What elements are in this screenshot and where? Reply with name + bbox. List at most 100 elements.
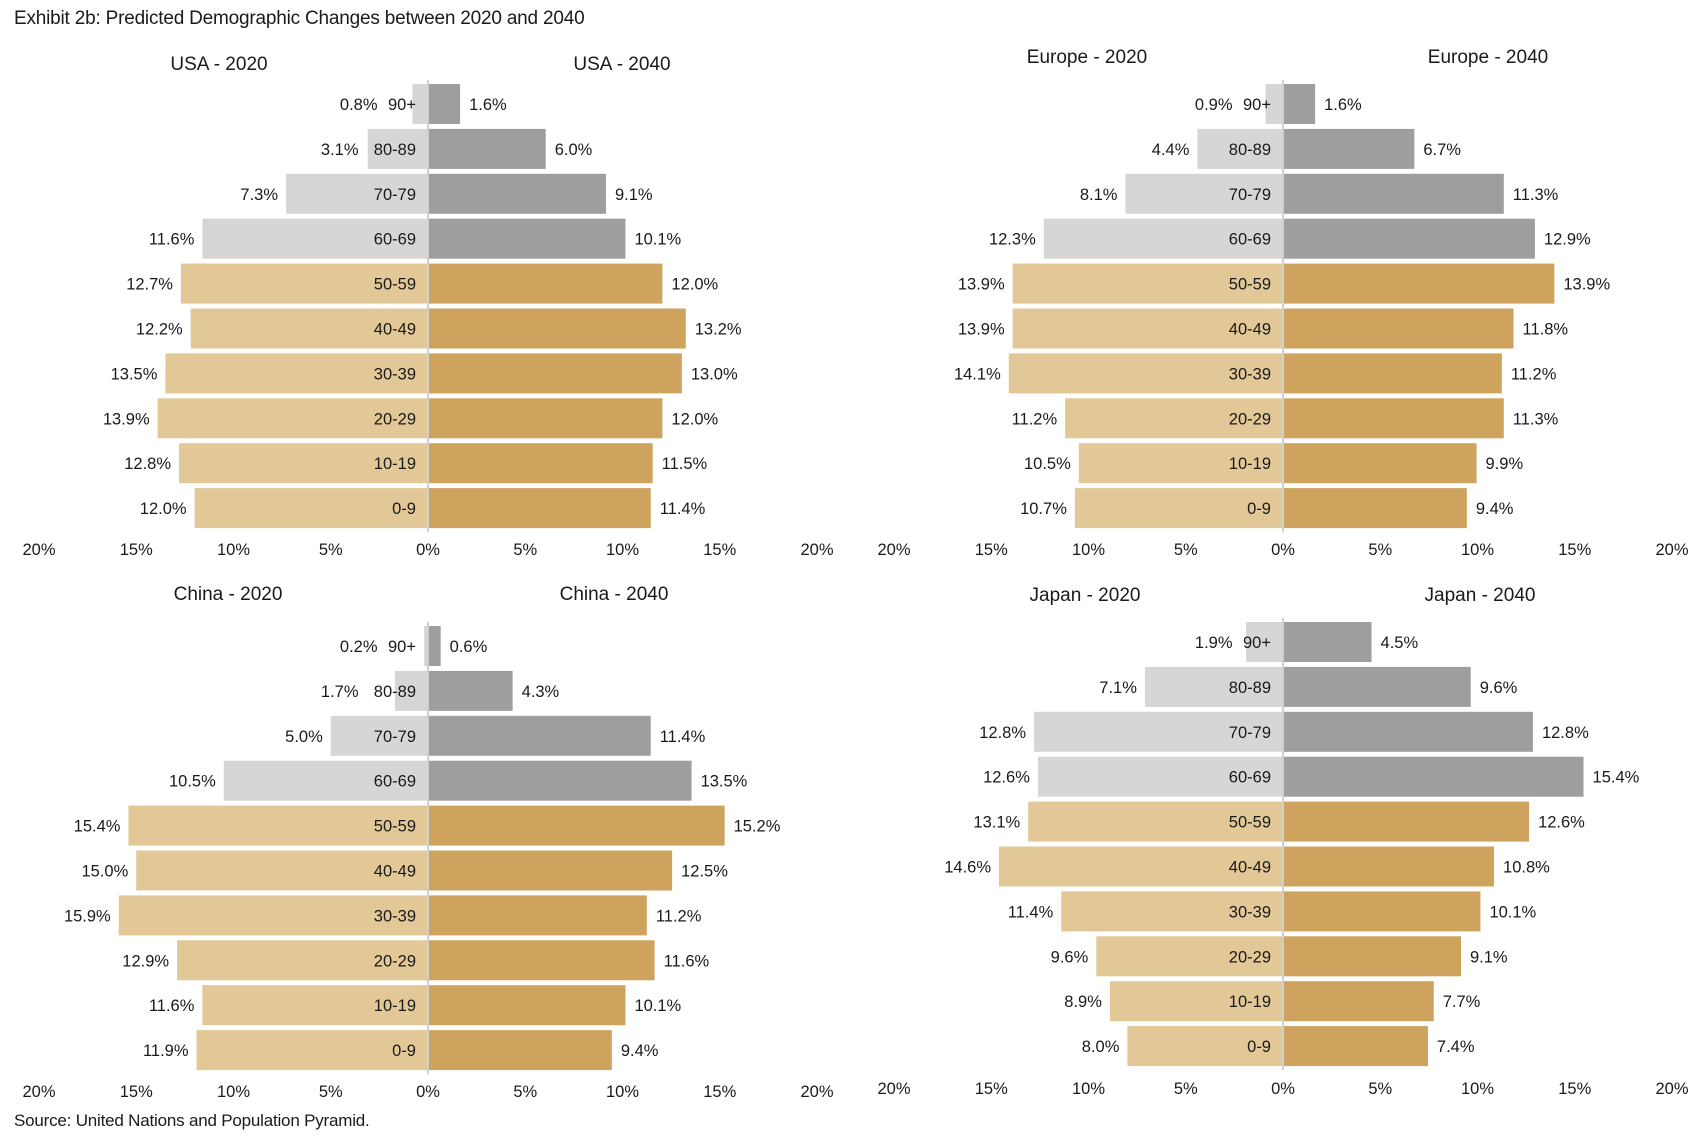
age-group-label: 0-9 xyxy=(1247,1038,1271,1056)
x-tick-label: 5% xyxy=(1174,541,1198,559)
bar-2020-20-29 xyxy=(1096,936,1283,977)
bar-2020-30-39 xyxy=(1061,891,1283,932)
age-group-label: 50-59 xyxy=(1229,814,1271,832)
bar-2020-40-49 xyxy=(999,846,1283,887)
x-tick-label: 20% xyxy=(1655,1080,1688,1098)
bar-2040-90+ xyxy=(429,84,461,124)
data-label-2020: 15.4% xyxy=(74,818,121,836)
data-label-2020: 13.5% xyxy=(111,365,158,383)
bar-2040-70-79 xyxy=(429,715,651,756)
age-group-label: 80-89 xyxy=(374,141,416,159)
bar-2020-70-79 xyxy=(330,715,428,756)
age-group-label: 50-59 xyxy=(374,276,416,294)
bar-2040-40-49 xyxy=(429,850,673,891)
data-label-2040: 7.4% xyxy=(1437,1038,1475,1056)
bar-2020-50-59 xyxy=(1012,263,1283,304)
age-group-label: 80-89 xyxy=(1229,679,1271,697)
age-group-label: 70-79 xyxy=(1229,186,1271,204)
bar-2020-0-9 xyxy=(194,488,428,529)
data-label-2040: 11.2% xyxy=(656,907,702,925)
bar-2040-30-39 xyxy=(429,895,647,936)
data-label-2040: 10.1% xyxy=(634,231,681,249)
bar-2020-80-89 xyxy=(1144,666,1283,707)
data-label-2020: 7.3% xyxy=(240,186,278,204)
bar-2040-40-49 xyxy=(1284,846,1495,887)
bar-2020-40-49 xyxy=(1012,308,1283,349)
bar-2040-0-9 xyxy=(429,488,651,529)
data-label-2020: 11.2% xyxy=(1012,410,1058,428)
bar-2040-70-79 xyxy=(1284,173,1504,214)
data-label-2040: 13.0% xyxy=(691,365,738,383)
age-group-label: 90+ xyxy=(1243,634,1271,652)
x-tick-label: 0% xyxy=(416,1083,440,1101)
bar-2040-50-59 xyxy=(429,805,725,846)
age-group-label: 0-9 xyxy=(392,500,416,518)
data-label-2040: 4.3% xyxy=(522,683,560,701)
data-label-2040: 11.3% xyxy=(1513,186,1559,204)
age-group-label: 0-9 xyxy=(392,1042,416,1060)
bar-2020-90+ xyxy=(1246,622,1283,662)
data-label-2020: 5.0% xyxy=(285,728,323,746)
bar-2020-70-79 xyxy=(286,173,428,214)
data-label-2020: 10.5% xyxy=(169,773,216,791)
bar-2040-20-29 xyxy=(1284,936,1461,977)
age-group-label: 10-19 xyxy=(1229,455,1271,473)
age-group-label: 40-49 xyxy=(1229,321,1271,339)
data-label-2040: 15.2% xyxy=(734,818,781,836)
data-label-2040: 12.6% xyxy=(1538,814,1585,832)
data-label-2040: 10.8% xyxy=(1503,859,1550,877)
age-group-label: 30-39 xyxy=(1229,903,1271,921)
data-label-2040: 9.9% xyxy=(1486,455,1524,473)
bar-2020-80-89 xyxy=(1197,128,1283,169)
age-group-label: 30-39 xyxy=(1229,365,1271,383)
data-label-2040: 12.9% xyxy=(1544,231,1591,249)
x-tick-label: 15% xyxy=(120,1083,153,1101)
bar-2040-40-49 xyxy=(429,308,686,349)
bar-2020-20-29 xyxy=(157,398,428,439)
data-label-2040: 15.4% xyxy=(1593,769,1640,787)
bar-2040-90+ xyxy=(1284,84,1316,124)
data-label-2040: 9.4% xyxy=(1476,500,1514,518)
bar-2020-80-89 xyxy=(367,128,428,169)
bar-2020-50-59 xyxy=(1028,801,1283,842)
bar-2020-0-9 xyxy=(1074,488,1283,529)
data-label-2020: 13.9% xyxy=(958,276,1005,294)
data-label-2020: 9.6% xyxy=(1051,948,1089,966)
bar-2020-20-29 xyxy=(1065,398,1283,439)
china-2020-title: China - 2020 xyxy=(174,584,283,605)
data-label-2040: 9.1% xyxy=(615,186,653,204)
bar-2020-60-69 xyxy=(1043,218,1283,259)
age-group-label: 10-19 xyxy=(1229,993,1271,1011)
usa-2040-title: USA - 2040 xyxy=(573,54,670,75)
data-label-2020: 14.1% xyxy=(954,365,1001,383)
bar-2020-90+ xyxy=(1265,84,1283,124)
bar-2020-30-39 xyxy=(165,353,429,394)
x-tick-label: 10% xyxy=(217,1083,250,1101)
bar-2020-50-59 xyxy=(128,805,428,846)
data-label-2020: 0.9% xyxy=(1195,96,1233,114)
x-tick-label: 5% xyxy=(319,541,343,559)
bar-2040-60-69 xyxy=(1284,756,1584,797)
europe-2020-title: Europe - 2020 xyxy=(1027,47,1147,68)
x-tick-label: 5% xyxy=(513,1083,537,1101)
data-label-2020: 12.2% xyxy=(136,321,183,339)
x-tick-label: 20% xyxy=(877,1080,910,1098)
bar-2020-90+ xyxy=(424,626,428,666)
x-tick-label: 15% xyxy=(975,541,1008,559)
bar-2040-10-19 xyxy=(429,985,626,1026)
data-label-2040: 7.7% xyxy=(1443,993,1481,1011)
data-label-2040: 13.5% xyxy=(701,773,748,791)
data-label-2020: 13.9% xyxy=(958,321,1005,339)
data-label-2020: 10.5% xyxy=(1024,455,1071,473)
age-group-label: 20-29 xyxy=(374,410,416,428)
bar-2020-0-9 xyxy=(1127,1026,1283,1067)
x-tick-label: 15% xyxy=(975,1080,1008,1098)
data-label-2020: 0.2% xyxy=(340,638,378,656)
bar-2040-80-89 xyxy=(429,128,546,169)
age-group-label: 60-69 xyxy=(374,231,416,249)
bar-2020-60-69 xyxy=(223,760,428,801)
age-group-label: 20-29 xyxy=(374,952,416,970)
bar-2020-40-49 xyxy=(136,850,428,891)
age-group-label: 80-89 xyxy=(374,683,416,701)
data-label-2020: 0.8% xyxy=(340,96,378,114)
